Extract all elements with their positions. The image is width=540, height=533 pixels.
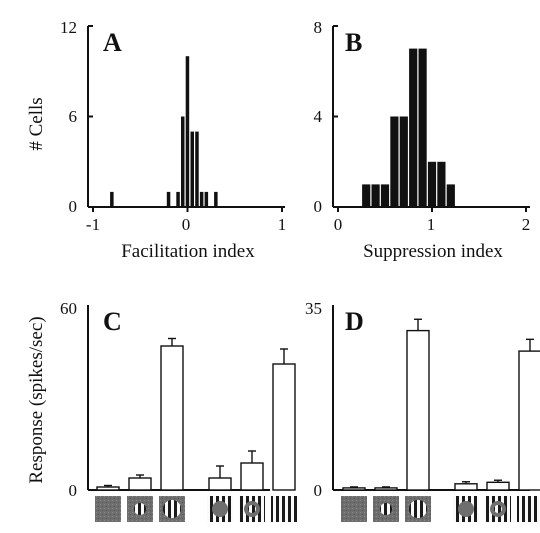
panel-c-stimulus-gray-annulus bbox=[207, 496, 233, 522]
panel-b-bar-5 bbox=[409, 48, 418, 207]
panel-a-bar-7 bbox=[199, 191, 204, 207]
panel-a-xtick-0: 0 bbox=[182, 215, 191, 234]
panel-a-ytick-0: 0 bbox=[69, 197, 78, 216]
panel-c-ylabel: Response (spikes/sec) bbox=[26, 316, 47, 483]
panel-d-bar-1 bbox=[374, 487, 398, 491]
panel-a-ytick-6: 6 bbox=[69, 107, 78, 126]
panel-d-bar-3 bbox=[454, 483, 478, 491]
panel-d-stimulus-grating bbox=[405, 496, 431, 522]
panel-b-xtick-0: 0 bbox=[334, 215, 343, 234]
panel-c-stimulus-grating bbox=[159, 496, 185, 522]
panel-d-bar-5 bbox=[518, 350, 540, 491]
panel-a-bar-8 bbox=[204, 191, 209, 207]
panel-b-bar-9 bbox=[446, 184, 455, 207]
panel-b: B 8 4 0 0 1 2 Suppression index bbox=[314, 18, 531, 262]
panel-a: A # Cells 12 6 0 -1 0 1 Facilitation ind… bbox=[26, 18, 286, 262]
panel-b-bar-6 bbox=[418, 48, 427, 207]
panel-c-ytick-0: 0 bbox=[69, 481, 78, 500]
panel-b-letter: B bbox=[345, 28, 362, 57]
panel-c-letter: C bbox=[103, 307, 122, 336]
panel-a-bar-2 bbox=[176, 191, 180, 207]
panel-c-bar-3 bbox=[208, 477, 232, 491]
panel-a-bar-1 bbox=[166, 191, 171, 207]
panel-a-xtick-neg1: -1 bbox=[86, 215, 100, 234]
panel-c-stimulus-gray bbox=[95, 496, 121, 522]
panel-a-bar-4 bbox=[185, 56, 190, 208]
panel-b-xlabel: Suppression index bbox=[363, 241, 503, 262]
panel-c-bar-0 bbox=[96, 486, 120, 491]
panel-b-bar-4 bbox=[399, 116, 408, 207]
panel-b-ytick-4: 4 bbox=[314, 107, 323, 126]
panel-d-stimulus-annulus-grating bbox=[485, 496, 511, 522]
panel-c-bar-1 bbox=[128, 477, 152, 491]
panel-a-letter: A bbox=[103, 28, 122, 57]
panel-b-ytick-0: 0 bbox=[314, 197, 323, 216]
panel-a-bar-5 bbox=[190, 131, 194, 207]
panel-d-stimulus-full-grating bbox=[517, 496, 540, 522]
panel-a-bar-6 bbox=[195, 131, 199, 207]
panel-d-stimulus-small-grating bbox=[373, 496, 399, 522]
panel-b-bar-2 bbox=[380, 184, 390, 207]
panel-b-ytick-8: 8 bbox=[314, 18, 323, 37]
panel-b-bar-3 bbox=[390, 116, 399, 207]
panel-b-xtick-1: 1 bbox=[427, 215, 436, 234]
panel-d-bar-0 bbox=[342, 487, 366, 491]
panel-a-bar-9 bbox=[214, 191, 218, 207]
panel-b-bar-1 bbox=[371, 184, 380, 207]
panel-b-bar-8 bbox=[437, 161, 446, 208]
panel-d-bar-2 bbox=[406, 329, 430, 491]
panel-c-stimulus-full-grating bbox=[271, 496, 297, 522]
panel-d-letter: D bbox=[345, 307, 364, 336]
panel-d: D 35 0 bbox=[305, 299, 540, 522]
panel-d-ytick-0: 0 bbox=[314, 481, 323, 500]
panel-d-ytick-35: 35 bbox=[305, 299, 322, 318]
panel-b-xtick-2: 2 bbox=[522, 215, 531, 234]
panel-c-ytick-60: 60 bbox=[60, 299, 77, 318]
panel-a-ytick-12: 12 bbox=[60, 18, 77, 37]
panel-c-bar-5 bbox=[272, 363, 296, 491]
panel-a-xtick-1: 1 bbox=[278, 215, 287, 234]
panel-d-bar-4 bbox=[486, 481, 510, 491]
panel-c-bar-2 bbox=[160, 345, 184, 491]
panel-c-bar-4 bbox=[240, 462, 264, 491]
panel-a-ylabel: # Cells bbox=[26, 97, 47, 150]
panel-a-xlabel: Facilitation index bbox=[121, 241, 255, 262]
panel-c-stimulus-small-grating bbox=[127, 496, 153, 522]
panel-a-bar-3 bbox=[181, 116, 185, 207]
panel-c: C Response (spikes/sec) 60 0 bbox=[26, 299, 297, 522]
panel-b-bar-7 bbox=[427, 161, 437, 208]
panel-a-bar-0 bbox=[110, 191, 114, 207]
panel-d-stimulus-gray-annulus bbox=[453, 496, 479, 522]
panel-d-stimulus-gray bbox=[341, 496, 367, 522]
panel-c-stimulus-annulus-grating bbox=[239, 496, 265, 522]
panel-b-bar-0 bbox=[362, 184, 371, 207]
